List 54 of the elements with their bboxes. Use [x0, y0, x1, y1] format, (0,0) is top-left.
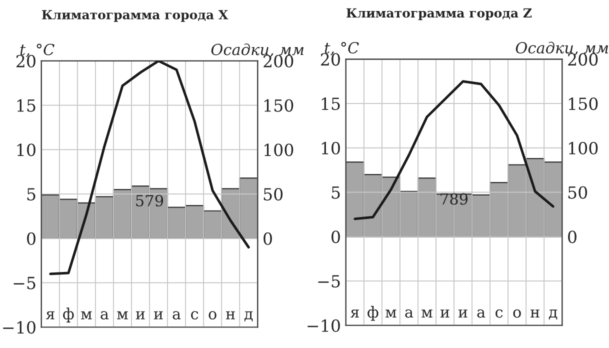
x-tick-label: о [513, 309, 521, 318]
x-tick-label: о [208, 311, 216, 320]
y2-tick-label: 200 [568, 53, 598, 66]
y2-tick-label: 150 [264, 99, 294, 112]
x-tick-label: д [244, 311, 253, 322]
y-tick-label: −5 [318, 275, 340, 288]
x-tick-label: с [496, 309, 503, 318]
y2-tick-label: 0 [568, 230, 576, 244]
x-tick-label: с [191, 311, 198, 320]
y-tick-label: 0 [27, 232, 36, 245]
y2-tick-label: 150 [569, 97, 598, 110]
x-tick-label: м [81, 311, 92, 320]
y-tick-label: −5 [14, 276, 36, 290]
x-tick-label: м [117, 311, 128, 320]
chart-title: Климатограмма города X [42, 10, 228, 22]
y2-tick-label: 100 [264, 144, 294, 156]
line-series [49, 60, 250, 276]
x-tick-label: д [548, 310, 558, 320]
x-tick-label: ф [63, 308, 74, 322]
y2-tick-label: 100 [569, 142, 598, 154]
y-tick-label: 0 [332, 230, 340, 244]
annotation: 789 [440, 193, 468, 205]
x-tick-label: и [458, 310, 468, 318]
x-tick-label: н [226, 311, 235, 320]
y-tick-label: 15 [17, 99, 36, 112]
chart-title: Климатограмма города Z [346, 8, 532, 20]
y2-tick-label: 50 [264, 188, 283, 201]
annotation: 579 [136, 194, 164, 206]
y-tick-label: 5 [332, 186, 340, 199]
y-tick-label: −10 [308, 319, 340, 332]
x-tick-label: м [422, 310, 432, 318]
line-series [354, 80, 554, 220]
x-tick-label: а [477, 309, 486, 318]
y-tick-label: 20 [320, 53, 340, 66]
x-tick-label: и [154, 311, 163, 320]
y-tick-label: 10 [322, 142, 340, 154]
x-tick-label: и [136, 311, 145, 320]
y2-tick-label: 50 [568, 186, 588, 199]
x-tick-label: м [386, 310, 396, 318]
y-tick-label: 10 [17, 144, 36, 156]
y2-tick-label: 0 [264, 232, 272, 245]
x-tick-label: а [100, 311, 109, 320]
x-tick-label: ф [368, 306, 378, 321]
y-tick-label: 15 [322, 97, 340, 110]
x-tick-label: а [405, 309, 414, 318]
y2-tick-label: 200 [264, 54, 294, 68]
y-tick-label: −10 [3, 321, 36, 334]
y-tick-label: 5 [27, 188, 36, 201]
x-tick-label: я [46, 311, 54, 320]
y-tick-label: 20 [16, 54, 36, 68]
x-tick-label: и [440, 310, 450, 318]
x-tick-label: н [530, 310, 540, 318]
x-tick-label: я [350, 310, 359, 318]
x-tick-label: а [172, 311, 181, 320]
